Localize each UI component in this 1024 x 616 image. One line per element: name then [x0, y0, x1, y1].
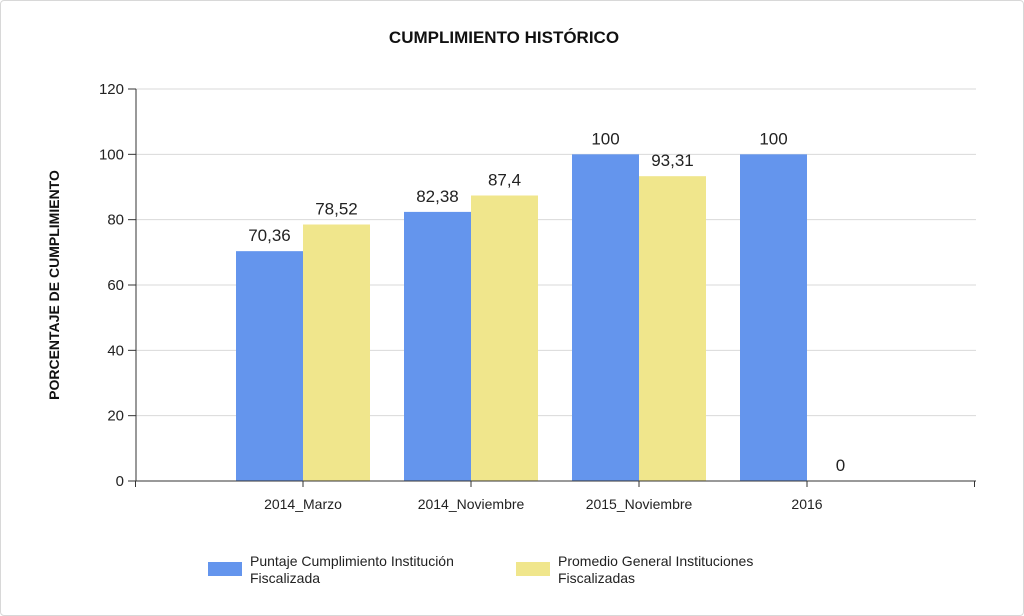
bar-promedio [639, 176, 706, 482]
y-tick-label: 40 [107, 342, 124, 359]
data-label: 82,38 [416, 187, 459, 206]
y-tick-label: 120 [99, 81, 124, 98]
legend-label: Promedio General Instituciones [558, 553, 753, 569]
legend: Puntaje Cumplimiento InstituciónFiscaliz… [208, 553, 753, 586]
bar-promedio [471, 195, 538, 481]
data-label: 0 [836, 456, 845, 475]
y-tick-label: 80 [107, 212, 124, 229]
y-tick-label: 0 [116, 473, 124, 490]
bar-puntaje [404, 211, 471, 481]
legend-swatch [516, 562, 550, 576]
data-label: 100 [759, 129, 787, 148]
data-label: 100 [591, 129, 619, 148]
bars [236, 154, 807, 482]
y-tick-label: 60 [107, 277, 124, 294]
x-tick-label: 2015_Noviembre [586, 496, 693, 512]
data-label: 78,52 [315, 200, 358, 219]
axes: 0 20 40 60 80 100 120 2014_Marzo 2014_Noviembre 2… [99, 81, 976, 512]
y-tick-label: 20 [107, 408, 124, 425]
legend-label: Fiscalizada [250, 570, 320, 586]
chart-title: CUMPLIMIENTO HISTÓRICO [389, 28, 619, 47]
y-tick-label: 100 [99, 146, 124, 163]
data-label: 93,31 [651, 151, 694, 170]
data-label: 87,4 [488, 170, 521, 189]
bar-puntaje [740, 154, 807, 482]
bar-promedio [303, 224, 370, 481]
x-tick-label: 2014_Noviembre [418, 496, 525, 512]
bar-puntaje [236, 251, 303, 481]
x-tick-label: 2014_Marzo [264, 496, 342, 512]
legend-label: Puntaje Cumplimiento Institución [250, 553, 454, 569]
x-tick-label: 2016 [791, 496, 822, 512]
data-label: 70,36 [248, 226, 291, 245]
data-labels: 70,36 82,38 100 100 78,52 87,4 93,31 0 [248, 129, 845, 475]
legend-label: Fiscalizadas [558, 570, 635, 586]
bar-puntaje [572, 154, 639, 482]
y-axis-label: PORCENTAJE DE CUMPLIMIENTO [46, 170, 62, 400]
legend-swatch [208, 562, 242, 576]
